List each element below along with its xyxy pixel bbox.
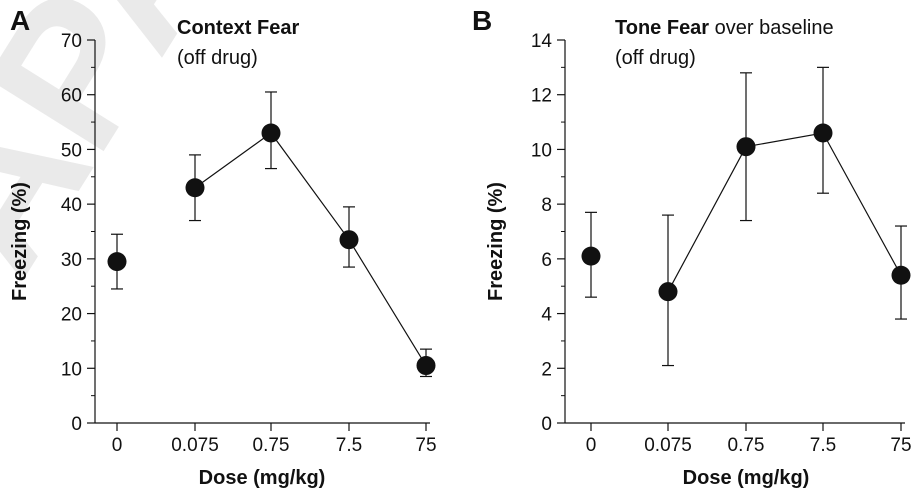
series-line [667,132,902,292]
x-tick-label: 75 [415,435,436,456]
y-tick-label: 10 [61,359,82,380]
y-tick-label: 60 [61,86,82,107]
chart-subtitle: (off drug) [177,47,258,69]
y-tick-label: 70 [61,31,82,52]
y-axis-label: Freezing (%) [485,182,507,301]
x-tick-label: 7.5 [810,435,836,456]
y-axis-label: Freezing (%) [9,182,31,301]
x-tick-label: 0.075 [171,435,219,456]
data-point [185,178,205,198]
panel-letter: A [10,5,30,36]
y-tick-label: 6 [541,250,552,271]
y-tick-label: 4 [541,305,552,326]
panel-letter: B [472,5,492,36]
chart-title: Tone Fear over baseline [615,17,834,39]
y-tick-label: 0 [71,414,82,435]
data-point [339,230,359,250]
x-axis-label: Dose (mg/kg) [683,467,810,489]
y-tick-label: 20 [61,305,82,326]
chart-title-bold: Tone Fear [615,17,709,39]
x-tick-label: 75 [890,435,911,456]
x-tick-label: 0.075 [644,435,692,456]
data-point [107,252,127,272]
y-tick-label: 30 [61,250,82,271]
series-line [194,132,427,366]
data-point [891,265,911,285]
chart-subtitle: (off drug) [615,47,696,69]
chart-title-bold: Context Fear [177,17,299,39]
y-tick-label: 0 [541,414,552,435]
data-point [658,282,678,302]
panel-b-tone-fear: B Tone Fear over baseline (off drug) 0 2 4 6 8 1… [472,5,912,489]
x-tick-label: 7.5 [336,435,362,456]
data-point [813,123,833,143]
x-axis-label: Dose (mg/kg) [199,467,326,489]
x-tick-label: 0.75 [253,435,290,456]
x-tick-label: 0.75 [728,435,765,456]
data-point [416,356,436,376]
data-point [736,137,756,157]
y-tick-label: 14 [531,31,553,52]
y-tick-label: 12 [531,86,552,107]
y-tick-label: 40 [61,195,82,216]
x-tick-label: 0 [112,435,123,456]
y-tick-label: 8 [541,195,552,216]
data-point [581,246,601,266]
data-point [261,123,281,143]
chart-title-rest: over baseline [709,17,834,39]
x-tick-label: 0 [586,435,597,456]
y-tick-label: 50 [61,140,82,161]
y-tick-label: 10 [531,140,552,161]
panel-a-context-fear: A Context Fear (off drug) 0 10 20 30 40 50 60 70 Fr… [9,5,437,489]
y-tick-label: 2 [541,359,552,380]
chart-title: Context Fear [177,17,299,39]
